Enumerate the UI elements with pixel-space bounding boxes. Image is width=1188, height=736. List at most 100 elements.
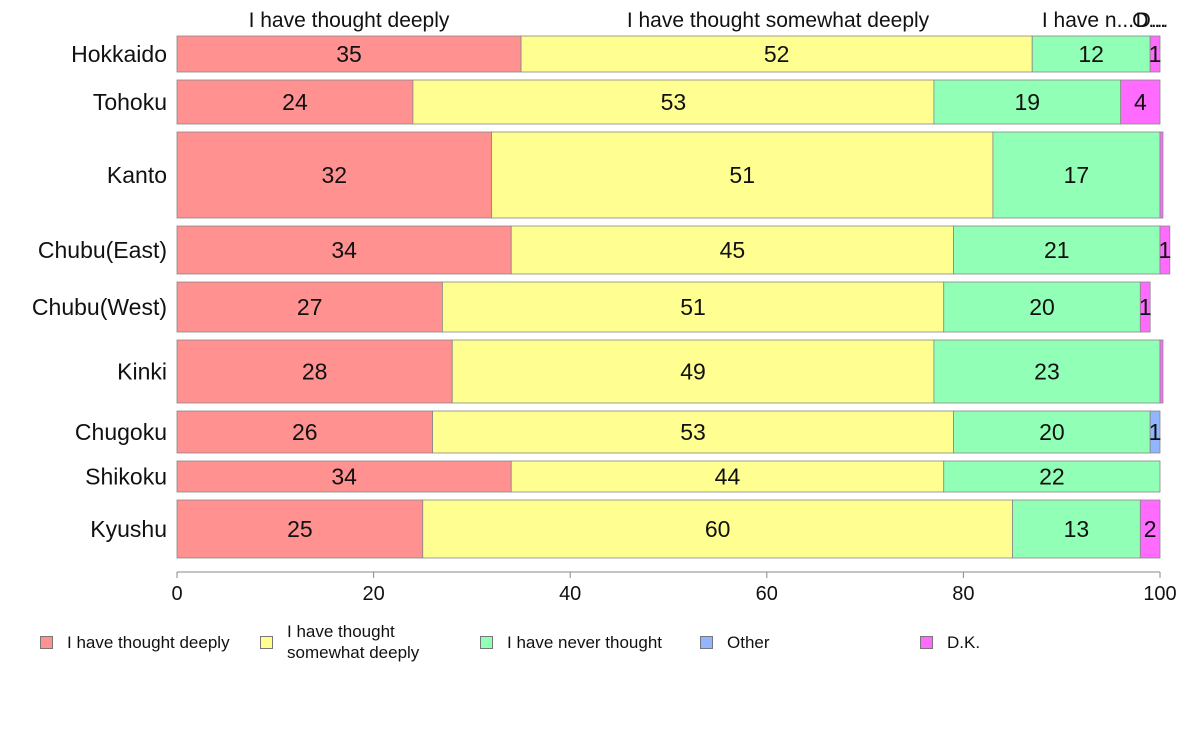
data-label-tohoku-i-have-thought-deeply: 24 — [282, 89, 308, 115]
x-tick-label-20: 20 — [362, 583, 384, 605]
bar-shikoku-i-have-never-thought — [943, 460, 1161, 493]
legend-item-other: Other — [700, 620, 770, 664]
data-label-kinki-i-have-thought-deeply: 28 — [302, 359, 328, 385]
bar-kyushu-d-k — [1139, 499, 1161, 559]
bar-hokkaido-d-k — [1149, 35, 1161, 73]
data-label-hokkaido-i-have-thought-somewhat-deeply: 52 — [764, 41, 790, 67]
data-label-chubu-east-d-k: 1 — [1159, 237, 1172, 263]
legend-label-dk: D.K. — [947, 632, 981, 652]
bar-chubu-east-i-have-thought-deeply — [176, 225, 512, 275]
bar-kinki-i-have-thought-deeply — [176, 339, 453, 404]
bar-kinki-i-have-never-thought — [933, 339, 1161, 404]
legend-swatch-thought-somewhat-deeply — [260, 635, 273, 649]
legend-item-never-thought: I have never thought — [480, 620, 662, 664]
data-label-chubu-west-d-k: 1 — [1139, 294, 1152, 320]
data-label-kinki-i-have-never-thought: 23 — [1034, 359, 1060, 385]
category-label-chubu-east: Chubu(East) — [38, 237, 167, 263]
data-label-tohoku-i-have-never-thought: 19 — [1014, 89, 1040, 115]
data-label-chugoku-other: 1 — [1149, 419, 1162, 445]
bar-kanto-d-k — [1159, 131, 1164, 219]
data-label-kanto-i-have-never-thought: 17 — [1064, 162, 1090, 188]
bar-kyushu-i-have-never-thought — [1012, 499, 1141, 559]
legend-label-never-thought: I have never thought — [507, 632, 663, 652]
data-label-kyushu-d-k: 2 — [1144, 516, 1157, 542]
data-label-chubu-east-i-have-thought-somewhat-deeply: 45 — [720, 237, 746, 263]
bar-tohoku-d-k — [1120, 79, 1161, 125]
bar-kyushu-i-have-thought-deeply — [176, 499, 424, 559]
legend-item-thought-deeply: I have thought deeply — [40, 620, 230, 664]
bar-hokkaido-i-have-thought-somewhat-deeply — [520, 35, 1033, 73]
header-label-other: O... — [1132, 9, 1166, 32]
bar-chubu-east-d-k — [1159, 225, 1171, 275]
x-tick-label-60: 60 — [756, 583, 778, 605]
category-label-shikoku: Shikoku — [85, 464, 167, 490]
data-label-chugoku-i-have-thought-somewhat-deeply: 53 — [680, 419, 706, 445]
bar-chubu-west-i-have-thought-deeply — [176, 281, 443, 333]
legend-label-other: Other — [727, 632, 770, 652]
data-label-chubu-west-i-have-thought-deeply: 27 — [297, 294, 323, 320]
x-tick-label-40: 40 — [559, 583, 581, 605]
bar-tohoku-i-have-thought-deeply — [176, 79, 414, 125]
data-label-hokkaido-i-have-thought-deeply: 35 — [336, 41, 362, 67]
bar-tohoku-i-have-thought-somewhat-deeply — [412, 79, 935, 125]
category-label-kyushu: Kyushu — [90, 516, 167, 542]
data-label-shikoku-i-have-thought-deeply: 34 — [331, 464, 357, 490]
legend-item-dk: D.K. — [920, 620, 980, 664]
data-label-kyushu-i-have-never-thought: 13 — [1064, 516, 1090, 542]
bar-kinki-i-have-thought-somewhat-deeply — [451, 339, 935, 404]
data-label-kyushu-i-have-thought-deeply: 25 — [287, 516, 313, 542]
data-label-kinki-i-have-thought-somewhat-deeply: 49 — [680, 359, 706, 385]
category-label-chubu-west: Chubu(West) — [32, 294, 167, 320]
bar-kanto-i-have-thought-deeply — [176, 131, 492, 219]
bar-kanto-i-have-thought-somewhat-deeply — [491, 131, 994, 219]
bar-chubu-east-i-have-never-thought — [953, 225, 1161, 275]
category-label-tohoku: Tohoku — [93, 89, 167, 115]
bar-chugoku-i-have-thought-deeply — [176, 410, 433, 454]
legend-swatch-thought-deeply — [40, 635, 53, 649]
data-label-chubu-east-i-have-thought-deeply: 34 — [331, 237, 357, 263]
data-label-kanto-i-have-thought-somewhat-deeply: 51 — [729, 162, 755, 188]
category-label-kinki: Kinki — [117, 359, 167, 385]
header-label-thought-deeply: I have thought deeply — [249, 9, 450, 32]
bar-chugoku-i-have-thought-somewhat-deeply — [432, 410, 954, 454]
legend-swatch-dk — [920, 635, 933, 649]
category-label-hokkaido: Hokkaido — [71, 41, 167, 67]
legend-label-thought-somewhat-deeply: I have thought somewhat deeply — [287, 622, 420, 662]
header-label-dk: D... — [1136, 9, 1169, 32]
bar-kanto-i-have-never-thought — [992, 131, 1161, 219]
x-tick-label-0: 0 — [171, 583, 182, 605]
stacked-bar-chart: I have thought deeply I have thought some… — [32, 9, 1177, 605]
bar-chubu-west-i-have-thought-somewhat-deeply — [442, 281, 945, 333]
bar-shikoku-i-have-thought-somewhat-deeply — [510, 460, 945, 493]
data-label-chugoku-i-have-thought-deeply: 26 — [292, 419, 318, 445]
data-label-hokkaido-i-have-never-thought: 12 — [1078, 41, 1104, 67]
data-label-tohoku-i-have-thought-somewhat-deeply: 53 — [661, 89, 687, 115]
header-label-never-thought: I have n... — [1042, 9, 1134, 32]
data-label-kanto-i-have-thought-deeply: 32 — [321, 162, 347, 188]
x-tick-label-100: 100 — [1143, 583, 1176, 605]
bar-chubu-west-d-k — [1139, 281, 1151, 333]
data-label-tohoku-d-k: 4 — [1134, 89, 1147, 115]
bar-chubu-west-i-have-never-thought — [943, 281, 1141, 333]
legend-swatch-never-thought — [480, 635, 493, 649]
legend: I have thought deeply I have thought som… — [0, 620, 1188, 670]
bar-kyushu-i-have-thought-somewhat-deeply — [422, 499, 1013, 559]
bar-chubu-east-i-have-thought-somewhat-deeply — [510, 225, 954, 275]
x-tick-label-80: 80 — [952, 583, 974, 605]
data-label-shikoku-i-have-thought-somewhat-deeply: 44 — [715, 464, 741, 490]
data-label-hokkaido-d-k: 1 — [1149, 41, 1162, 67]
data-label-chubu-west-i-have-never-thought: 20 — [1029, 294, 1055, 320]
data-label-shikoku-i-have-never-thought: 22 — [1039, 464, 1065, 490]
bar-tohoku-i-have-never-thought — [933, 79, 1122, 125]
legend-swatch-other — [700, 635, 713, 649]
bar-kinki-d-k — [1159, 339, 1164, 404]
data-label-chugoku-i-have-never-thought: 20 — [1039, 419, 1065, 445]
category-label-kanto: Kanto — [107, 162, 167, 188]
legend-item-thought-somewhat-deeply: I have thought somewhat deeply — [260, 620, 437, 664]
header-label-thought-somewhat-deeply: I have thought somewhat deeply — [627, 9, 930, 32]
bar-chugoku-other — [1149, 410, 1161, 454]
data-label-chubu-west-i-have-thought-somewhat-deeply: 51 — [680, 294, 706, 320]
data-label-kyushu-i-have-thought-somewhat-deeply: 60 — [705, 516, 731, 542]
bar-chugoku-i-have-never-thought — [953, 410, 1151, 454]
category-label-chugoku: Chugoku — [75, 419, 167, 445]
